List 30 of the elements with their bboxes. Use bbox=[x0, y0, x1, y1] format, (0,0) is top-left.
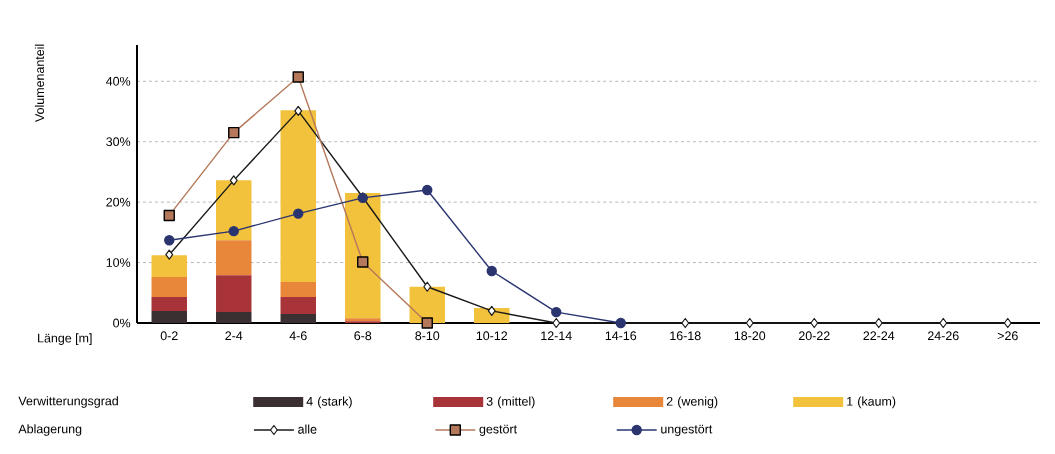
x-tick-label: 0-2 bbox=[160, 331, 178, 341]
text: Ablagerung bbox=[18, 424, 82, 436]
x-tick-label: 2-4 bbox=[225, 331, 243, 341]
x-axis-title: Länge [m] bbox=[38, 333, 92, 345]
x-tick-label: 12-14 bbox=[541, 331, 572, 341]
legend-label: 3 (mittel) bbox=[486, 396, 535, 409]
legend-label: gestört bbox=[479, 424, 517, 436]
y-tick-label: 10% bbox=[106, 258, 131, 267]
y-axis-title: Volumenanteil bbox=[34, 44, 45, 122]
x-tick-label: 16-18 bbox=[670, 331, 701, 341]
text: Verwitterungsgrad bbox=[18, 396, 118, 408]
y-tick-label: 40% bbox=[106, 76, 131, 86]
y-tick-label: 0% bbox=[113, 318, 131, 328]
legend-label: 4 (stark) bbox=[306, 396, 352, 409]
x-tick-label: 8-10 bbox=[415, 331, 440, 341]
y-tick-label: 30% bbox=[106, 137, 131, 147]
legend-label: ungestört bbox=[661, 424, 713, 436]
x-tick-label: 24-26 bbox=[927, 331, 959, 341]
x-tick-label: 4-6 bbox=[289, 331, 307, 341]
legend-label: 2 (wenig) bbox=[666, 396, 718, 409]
x-tick-label: 20-22 bbox=[798, 331, 830, 341]
x-tick-label: >26 bbox=[997, 331, 1018, 341]
x-tick-label: 10-12 bbox=[476, 331, 508, 341]
x-tick-label: 18-20 bbox=[734, 331, 766, 341]
x-tick-label: 22-24 bbox=[863, 331, 895, 341]
legend-label: alle bbox=[298, 424, 317, 434]
x-tick-label: 6-8 bbox=[354, 331, 372, 341]
y-tick-label: 20% bbox=[106, 197, 131, 207]
legend-label: 1 (kaum) bbox=[847, 396, 896, 409]
x-tick-label: 14-16 bbox=[605, 331, 637, 341]
